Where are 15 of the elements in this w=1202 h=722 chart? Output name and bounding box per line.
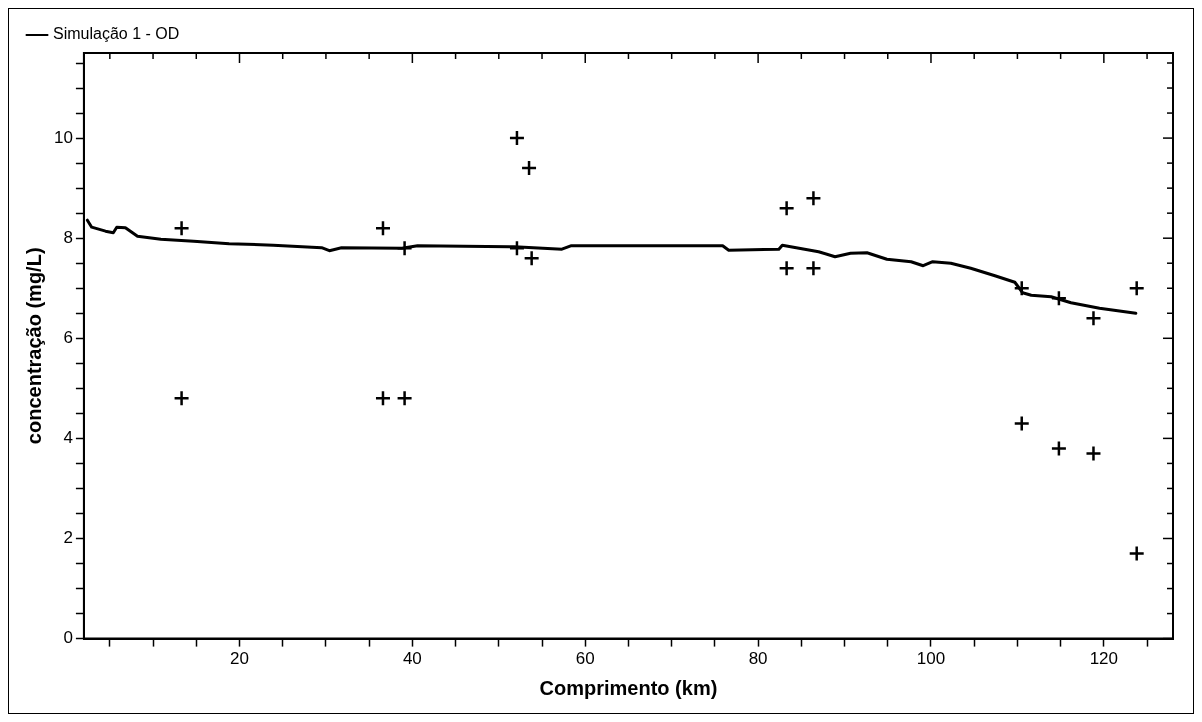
- x-tick-label: 120: [1089, 649, 1119, 669]
- y-tick-label: 6: [63, 327, 73, 347]
- y-tick-label: 0: [63, 628, 73, 648]
- x-axis-title: Comprimento (km): [539, 676, 718, 699]
- x-tick-label: 60: [575, 649, 595, 669]
- x-tick-label: 100: [916, 649, 946, 669]
- x-tick-label: 40: [402, 649, 422, 669]
- y-tick-label: 2: [63, 528, 73, 548]
- legend-label: Simulação 1 - OD: [53, 25, 180, 43]
- y-tick-label: 4: [63, 428, 73, 448]
- y-axis-title: concentração (mg/L): [22, 247, 45, 445]
- x-tick-label: 20: [230, 649, 249, 669]
- y-tick-label: 8: [63, 227, 73, 247]
- y-tick-label: 10: [53, 127, 73, 147]
- x-tick-label: 80: [748, 649, 768, 669]
